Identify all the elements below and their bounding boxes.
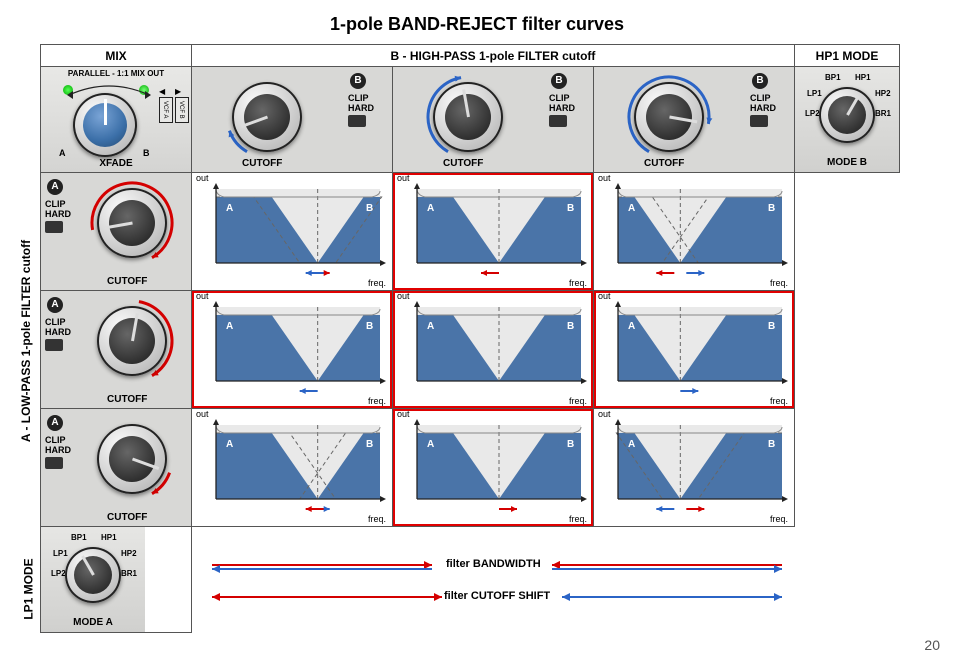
filter-grid-table: MIXB - HIGH-PASS 1-pole FILTER cutoffHP1… [40, 44, 900, 633]
a-cutoff-header: A - LOW-PASS 1-pole FILTER cutoff [19, 240, 33, 442]
svg-text:B: B [768, 203, 775, 214]
svg-text:B: B [567, 203, 574, 214]
svg-text:B: B [366, 321, 373, 332]
svg-text:A: A [628, 203, 635, 214]
svg-text:B: B [366, 439, 373, 450]
svg-text:A: A [226, 439, 233, 450]
svg-text:B: B [768, 439, 775, 450]
svg-text:A: A [427, 203, 434, 214]
page-title: 1-pole BAND-REJECT filter curves [10, 14, 944, 35]
svg-text:B: B [768, 321, 775, 332]
svg-text:B: B [366, 203, 373, 214]
svg-text:A: A [628, 321, 635, 332]
svg-text:A: A [628, 439, 635, 450]
svg-text:B: B [567, 439, 574, 450]
svg-text:A: A [226, 203, 233, 214]
svg-text:B: B [567, 321, 574, 332]
svg-text:A: A [226, 321, 233, 332]
page-number: 20 [924, 637, 940, 653]
lp1-mode-header: LP1 MODE [22, 558, 36, 619]
svg-text:A: A [427, 439, 434, 450]
svg-text:A: A [427, 321, 434, 332]
